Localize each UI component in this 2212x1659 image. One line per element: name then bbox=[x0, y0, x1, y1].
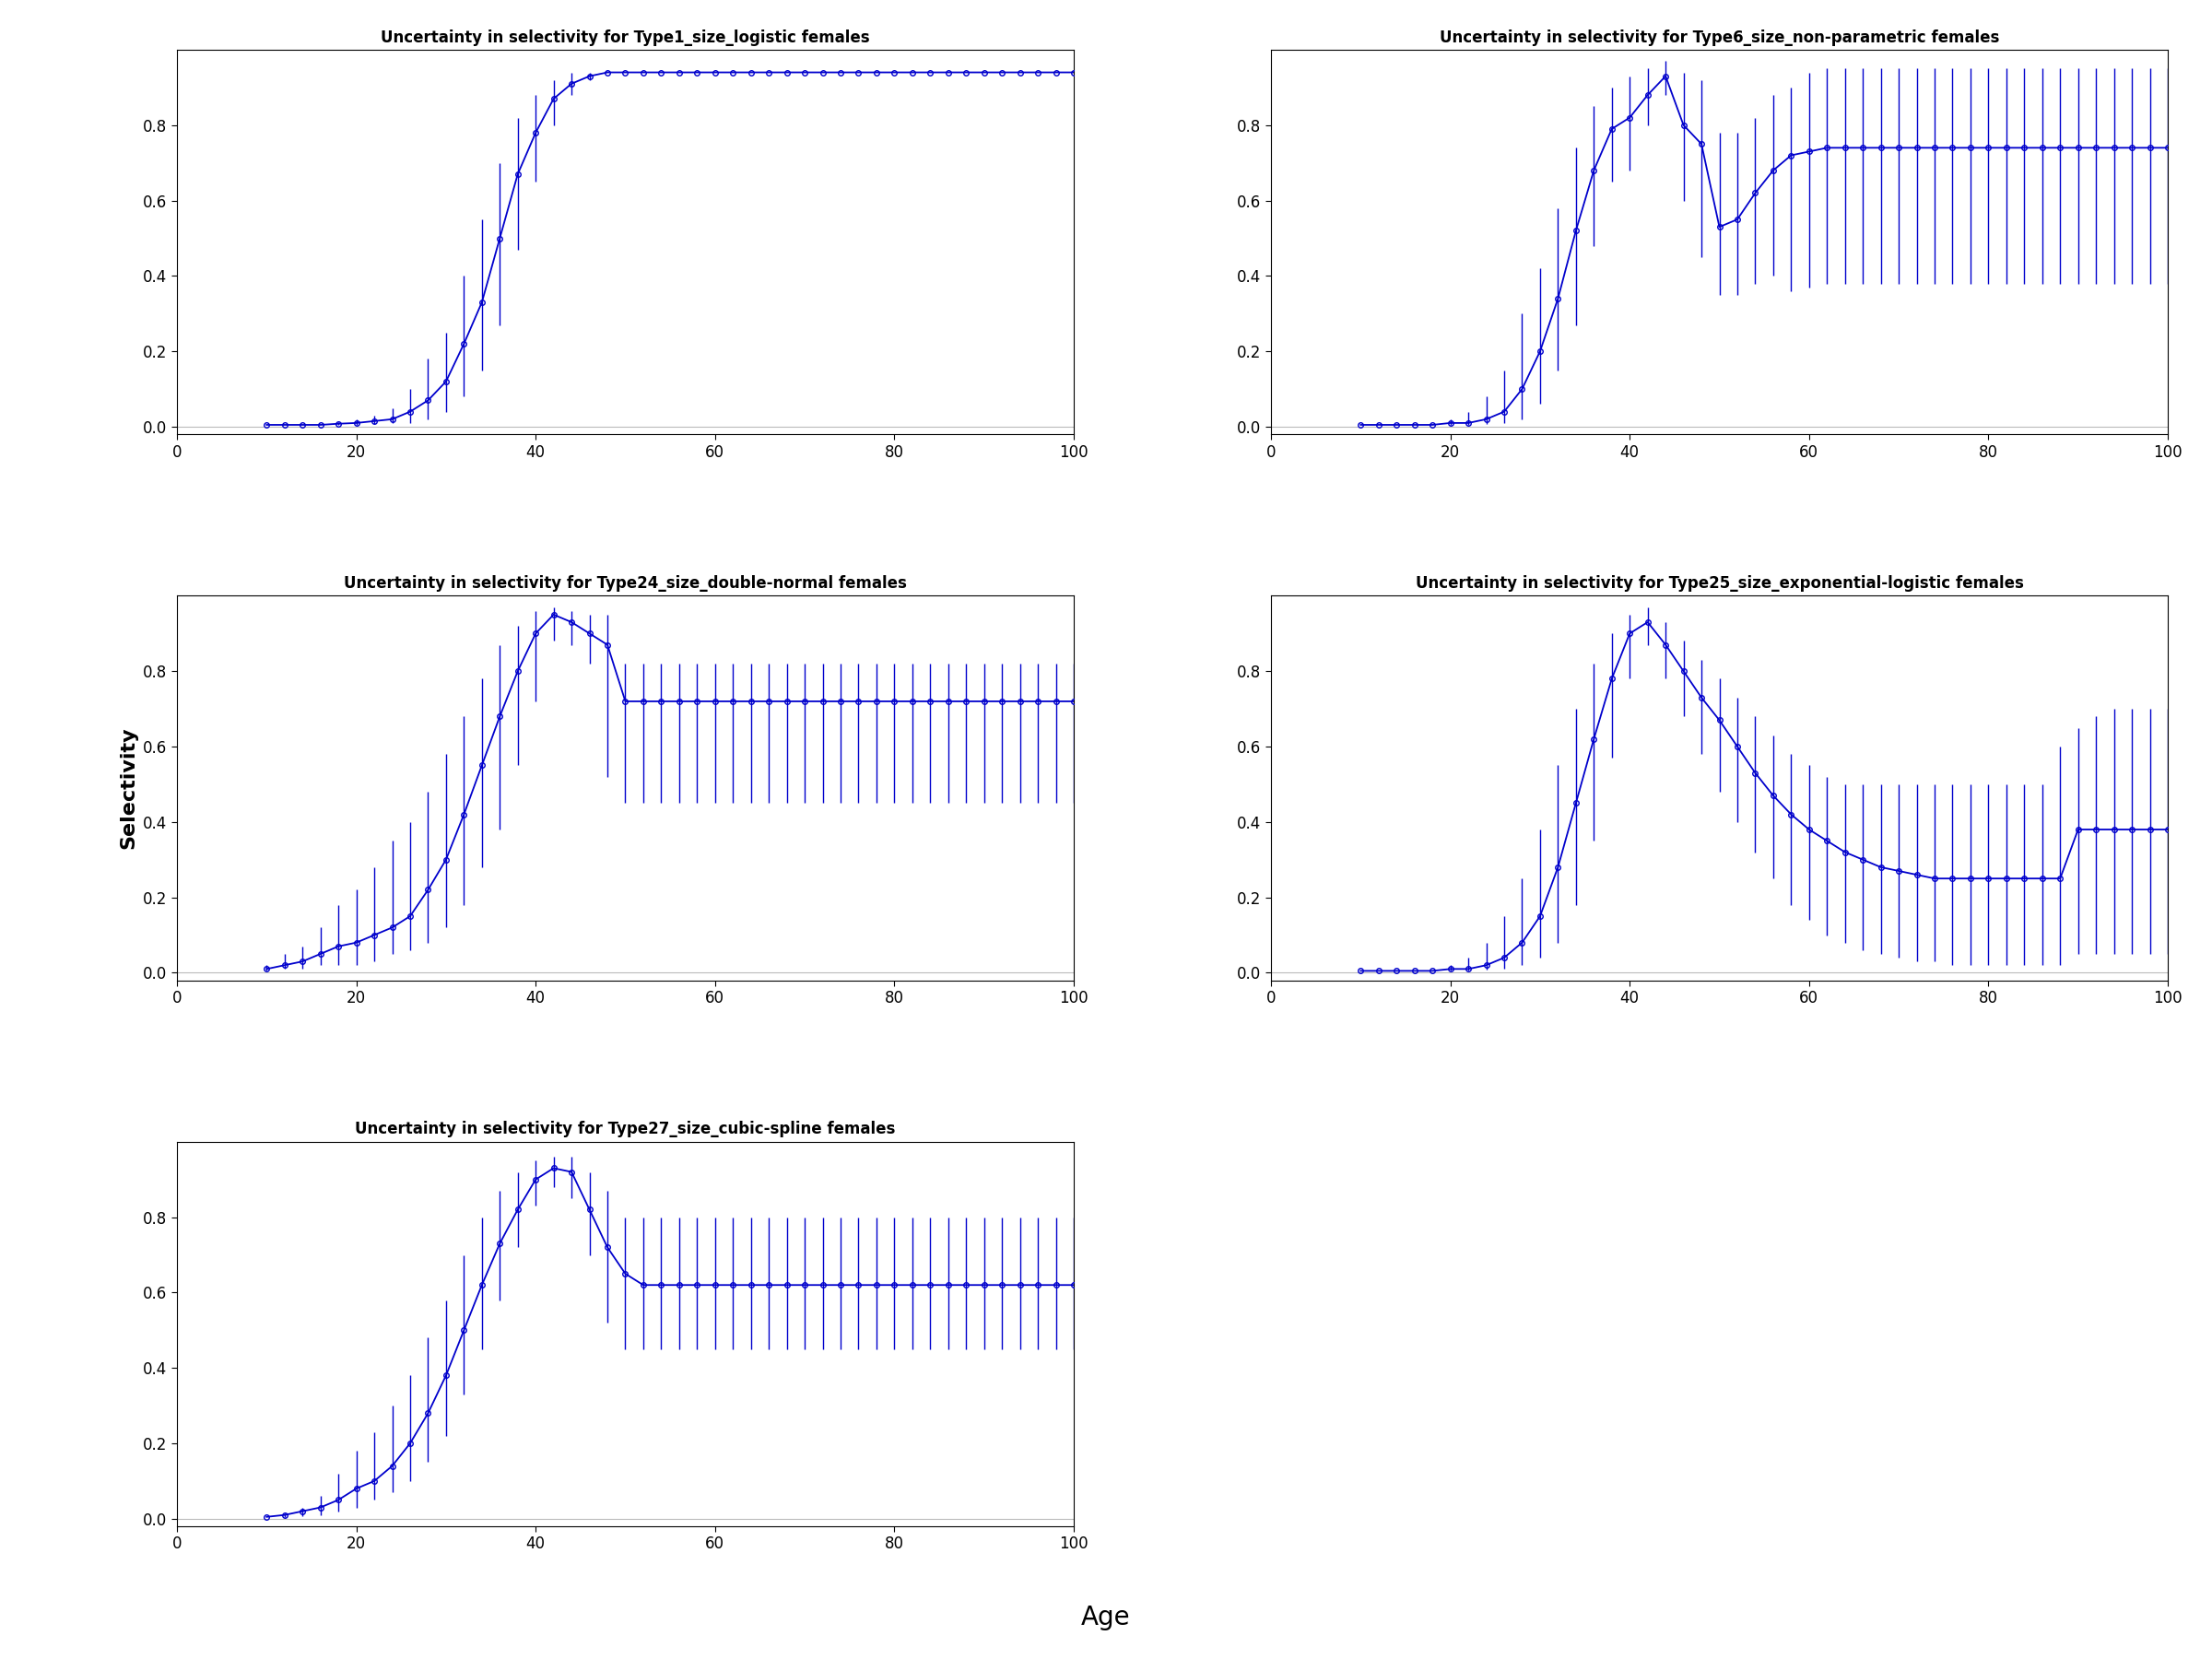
Title: Uncertainty in selectivity for Type24_size_double-normal females: Uncertainty in selectivity for Type24_si… bbox=[343, 576, 907, 592]
Title: Uncertainty in selectivity for Type25_size_exponential-logistic females: Uncertainty in selectivity for Type25_si… bbox=[1416, 576, 2024, 592]
Title: Uncertainty in selectivity for Type27_size_cubic-spline females: Uncertainty in selectivity for Type27_si… bbox=[356, 1121, 896, 1138]
Title: Uncertainty in selectivity for Type6_size_non-parametric females: Uncertainty in selectivity for Type6_siz… bbox=[1440, 30, 2000, 46]
Text: Age: Age bbox=[1082, 1604, 1130, 1631]
Y-axis label: Selectivity: Selectivity bbox=[119, 727, 137, 849]
Title: Uncertainty in selectivity for Type1_size_logistic females: Uncertainty in selectivity for Type1_siz… bbox=[380, 30, 869, 46]
